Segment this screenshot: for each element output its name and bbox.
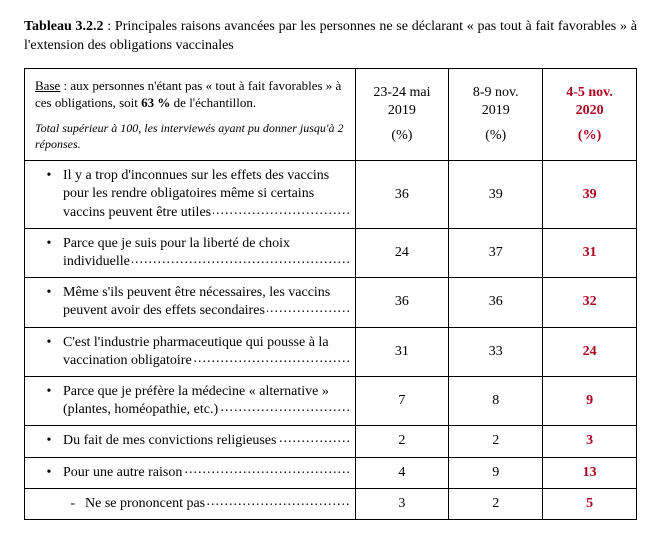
value-cell: 36 [449,278,543,327]
reason-text: Parce que je suis pour la liberté de cho… [63,236,290,269]
reason-text: Du fait de mes convictions religieuses [63,433,278,448]
base-pct: 63 % [141,95,170,110]
value-cell: 39 [449,161,543,229]
reason-cell: •Même s'ils peuvent être nécessaires, le… [25,278,356,327]
reason-cell: •Parce que je suis pour la liberté de ch… [25,228,356,277]
table-caption-text: : Principales raisons avancées par les p… [24,19,637,53]
col-date: 23-24 mai 2019 [364,84,441,120]
value-cell: 8 [449,376,543,425]
value-cell: 24 [543,327,637,376]
bullet-icon: • [35,432,63,450]
col-date: 4-5 nov. 2020 [551,84,628,120]
col-header-1: 8-9 nov. 2019 (%) [449,68,543,160]
col-unit: (%) [364,127,441,145]
value-cell: 9 [543,376,637,425]
reason-text: Il y a trop d'inconnues sur les effets d… [63,168,329,219]
value-cell: 5 [543,488,637,519]
reasons-table: Base : aux personnes n'étant pas « tout … [24,68,637,520]
bullet-icon: • [35,284,63,302]
bullet-icon: • [35,334,63,352]
reason-text: Même s'ils peuvent être nécessaires, les… [63,285,330,318]
table-caption: Tableau 3.2.2 : Principales raisons avan… [24,18,637,56]
table-row: •Du fait de mes convictions religieuses … [25,426,637,457]
base-tail: de l'échantillon. [170,95,256,110]
base-subnote: Total supérieur à 100, les interviewés a… [35,120,345,152]
col-unit: (%) [457,127,534,145]
table-row: •Il y a trop d'inconnues sur les effets … [25,161,637,229]
table-row: •C'est l'industrie pharmaceutique qui po… [25,327,637,376]
value-cell: 2 [449,426,543,457]
value-cell: 32 [543,278,637,327]
value-cell: 7 [355,376,449,425]
value-cell: 36 [355,161,449,229]
value-cell: 33 [449,327,543,376]
reason-cell: •Du fait de mes convictions religieuses [25,426,356,457]
value-cell: 4 [355,457,449,488]
value-cell: 36 [355,278,449,327]
base-cell: Base : aux personnes n'étant pas « tout … [25,68,356,160]
value-cell: 31 [543,228,637,277]
col-header-2: 4-5 nov. 2020 (%) [543,68,637,160]
table-row: -Ne se prononcent pas325 [25,488,637,519]
reason-cell: -Ne se prononcent pas [25,488,356,519]
reason-text: Pour une autre raison [63,465,184,480]
table-row: •Parce que je préfère la médecine « alte… [25,376,637,425]
bullet-icon: • [35,235,63,253]
reason-cell: •Parce que je préfère la médecine « alte… [25,376,356,425]
table-row: •Parce que je suis pour la liberté de ch… [25,228,637,277]
value-cell: 9 [449,457,543,488]
value-cell: 3 [543,426,637,457]
bullet-icon: • [35,383,63,401]
value-cell: 2 [449,488,543,519]
value-cell: 2 [355,426,449,457]
reason-text: Parce que je préfère la médecine « alter… [63,384,329,417]
reason-text: C'est l'industrie pharmaceutique qui pou… [63,335,329,368]
reason-cell: •Pour une autre raison [25,457,356,488]
reason-cell: •C'est l'industrie pharmaceutique qui po… [25,327,356,376]
table-row: •Pour une autre raison4913 [25,457,637,488]
table-header-row: Base : aux personnes n'étant pas « tout … [25,68,637,160]
value-cell: 37 [449,228,543,277]
bullet-icon: • [35,464,63,482]
dash-icon: - [35,495,85,513]
value-cell: 31 [355,327,449,376]
table-number: Tableau 3.2.2 [24,19,104,34]
reason-text: Ne se prononcent pas [85,496,207,511]
table-row: •Même s'ils peuvent être nécessaires, le… [25,278,637,327]
col-unit: (%) [551,127,628,145]
value-cell: 3 [355,488,449,519]
col-header-0: 23-24 mai 2019 (%) [355,68,449,160]
value-cell: 13 [543,457,637,488]
value-cell: 24 [355,228,449,277]
reason-cell: •Il y a trop d'inconnues sur les effets … [25,161,356,229]
bullet-icon: • [35,167,63,185]
value-cell: 39 [543,161,637,229]
col-date: 8-9 nov. 2019 [457,84,534,120]
table-body: •Il y a trop d'inconnues sur les effets … [25,161,637,520]
base-label: Base [35,78,60,93]
